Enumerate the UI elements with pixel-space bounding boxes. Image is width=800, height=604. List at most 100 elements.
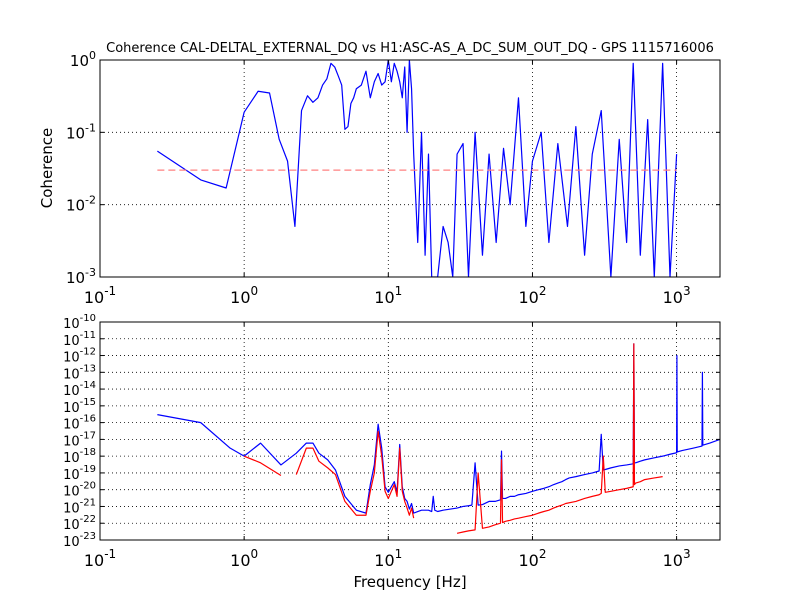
coherence-y-tick-label: 100: [70, 49, 96, 70]
coherence-x-tick-exponent: -1: [104, 284, 116, 298]
figure-title: Coherence CAL-DELTAL_EXTERNAL_DQ vs H1:A…: [106, 41, 714, 56]
spectrum-series-0-line: [157, 343, 720, 514]
coherence-x-ticks: 10-1 100 101 102 103: [84, 60, 691, 307]
coherence-y-tick-base: 10: [66, 197, 85, 215]
coherence-y-tick-base: 10: [66, 269, 85, 287]
spectrum-y-tick-base: 10: [63, 468, 80, 483]
spectrum-y-tick-label: 10-12: [63, 347, 96, 366]
spectrum-x-ticks: 10-1 100 101 102 103: [84, 322, 691, 570]
spectrum-y-tick-base: 10: [63, 535, 80, 550]
coherence-x-tick-label: 102: [518, 284, 546, 307]
spectrum-y-tick-label: 10-21: [63, 497, 96, 516]
spectrum-y-tick-label: 10-15: [63, 397, 96, 416]
spectrum-y-tick-label: 10-20: [63, 481, 96, 500]
spectrum-y-tick-exponent: -12: [80, 347, 96, 358]
spectrum-y-ticks: 10-2310-2210-2110-2010-1910-1810-1710-16…: [63, 313, 720, 550]
coherence-y-tick-exponent: -2: [85, 194, 96, 207]
spectrum-y-tick-base: 10: [63, 485, 80, 500]
coherence-plot-frame: [99, 59, 721, 278]
coherence-y-tick-base: 10: [66, 124, 85, 142]
spectrum-series-clip: [157, 343, 720, 534]
coherence-x-tick-base: 10: [230, 288, 250, 307]
spectrum-x-tick-base: 10: [374, 551, 394, 570]
spectrum-x-tick-label: 101: [374, 547, 402, 570]
spectrum-y-tick-exponent: -10: [80, 313, 96, 324]
coherence-x-tick-label: 101: [374, 284, 402, 307]
spectrum-y-tick-exponent: -13: [80, 363, 96, 374]
spectrum-x-tick-exponent: 1: [395, 547, 403, 561]
spectrum-y-tick-base: 10: [63, 334, 80, 349]
spectrum-y-tick-exponent: -16: [80, 414, 96, 425]
coherence-series-group: [157, 60, 678, 277]
spectrum-y-tick-base: 10: [63, 351, 80, 366]
spectrum-y-tick-label: 10-17: [63, 430, 96, 449]
spectrum-x-tick-base: 10: [230, 551, 250, 570]
spectrum-y-tick-label: 10-19: [63, 464, 96, 483]
coherence-y-tick-exponent: -3: [85, 266, 96, 279]
spectrum-x-tick-base: 10: [84, 551, 104, 570]
spectrum-y-tick-exponent: -22: [80, 514, 96, 525]
spectrum-y-tick-base: 10: [63, 367, 80, 382]
spectrum-y-tick-exponent: -18: [80, 447, 96, 458]
coherence-x-tick-exponent: 0: [251, 284, 259, 298]
spectrum-x-tick-label: 10-1: [84, 547, 116, 570]
spectrum-y-tick-exponent: -21: [80, 497, 96, 508]
spectrum-y-tick-label: 10-11: [63, 330, 96, 349]
coherence-series-0-line: [157, 60, 678, 277]
coherence-x-tick-label: 100: [230, 284, 258, 307]
coherence-x-tick-label: 103: [663, 284, 691, 307]
spectrum-y-tick-base: 10: [63, 501, 80, 516]
spectrum-series-3-line: [456, 343, 663, 534]
spectrum-panel: 10-1 100 101 102 103 10-2310-2210-2110-2010-…: [63, 313, 721, 591]
spectrum-y-tick-base: 10: [63, 317, 80, 332]
spectrum-y-tick-base: 10: [63, 384, 80, 399]
spectrum-series-1-line: [243, 455, 282, 477]
spectrum-x-tick-base: 10: [518, 551, 538, 570]
spectrum-x-tick-exponent: -1: [104, 547, 116, 561]
spectrum-y-tick-exponent: -11: [80, 330, 96, 341]
spectrum-y-tick-exponent: -19: [80, 464, 96, 475]
spectrum-y-tick-label: 10-16: [63, 414, 96, 433]
spectrum-x-tick-base: 10: [663, 551, 683, 570]
coherence-y-tick-label: 10-3: [66, 266, 96, 287]
spectrum-x-tick-label: 103: [663, 547, 691, 570]
spectrum-y-tick-base: 10: [63, 418, 80, 433]
coherence-y-tick-base: 10: [70, 52, 89, 70]
spectrum-y-tick-exponent: -20: [80, 481, 96, 492]
spectrum-y-tick-base: 10: [63, 434, 80, 449]
coherence-x-tick-base: 10: [663, 288, 683, 307]
spectrum-series-group: [157, 343, 720, 534]
spectrum-y-tick-base: 10: [63, 401, 80, 416]
coherence-y-axis-label: Coherence: [38, 128, 56, 208]
coherence-y-tick-label: 10-2: [66, 194, 96, 215]
coherence-y-tick-exponent: 0: [89, 49, 96, 62]
coherence-y-tick-exponent: -1: [85, 121, 96, 134]
spectrum-x-tick-exponent: 2: [539, 547, 547, 561]
spectrum-y-tick-base: 10: [63, 451, 80, 466]
spectrum-y-tick-label: 10-10: [63, 313, 96, 332]
spectrum-plot-frame: [99, 321, 721, 541]
coherence-x-tick-label: 10-1: [84, 284, 116, 307]
spectrum-y-tick-label: 10-18: [63, 447, 96, 466]
coherence-series-clip: [157, 60, 678, 277]
coherence-grid: [100, 60, 720, 277]
spectrum-y-tick-label: 10-23: [63, 531, 96, 550]
spectrum-y-tick-exponent: -15: [80, 397, 96, 408]
spectrum-y-tick-base: 10: [63, 518, 80, 533]
coherence-x-tick-exponent: 1: [395, 284, 403, 298]
coherence-x-tick-base: 10: [518, 288, 538, 307]
coherence-x-tick-base: 10: [374, 288, 394, 307]
coherence-x-tick-exponent: 3: [683, 284, 691, 298]
coherence-y-tick-label: 10-1: [66, 121, 96, 142]
coherence-x-tick-base: 10: [84, 288, 104, 307]
spectrum-x-tick-label: 102: [518, 547, 546, 570]
spectrum-x-tick-exponent: 0: [251, 547, 259, 561]
spectrum-y-tick-exponent: -14: [80, 380, 96, 391]
spectrum-y-tick-label: 10-13: [63, 363, 96, 382]
spectrum-x-tick-label: 100: [230, 547, 258, 570]
spectrum-series-2-line: [295, 430, 415, 519]
